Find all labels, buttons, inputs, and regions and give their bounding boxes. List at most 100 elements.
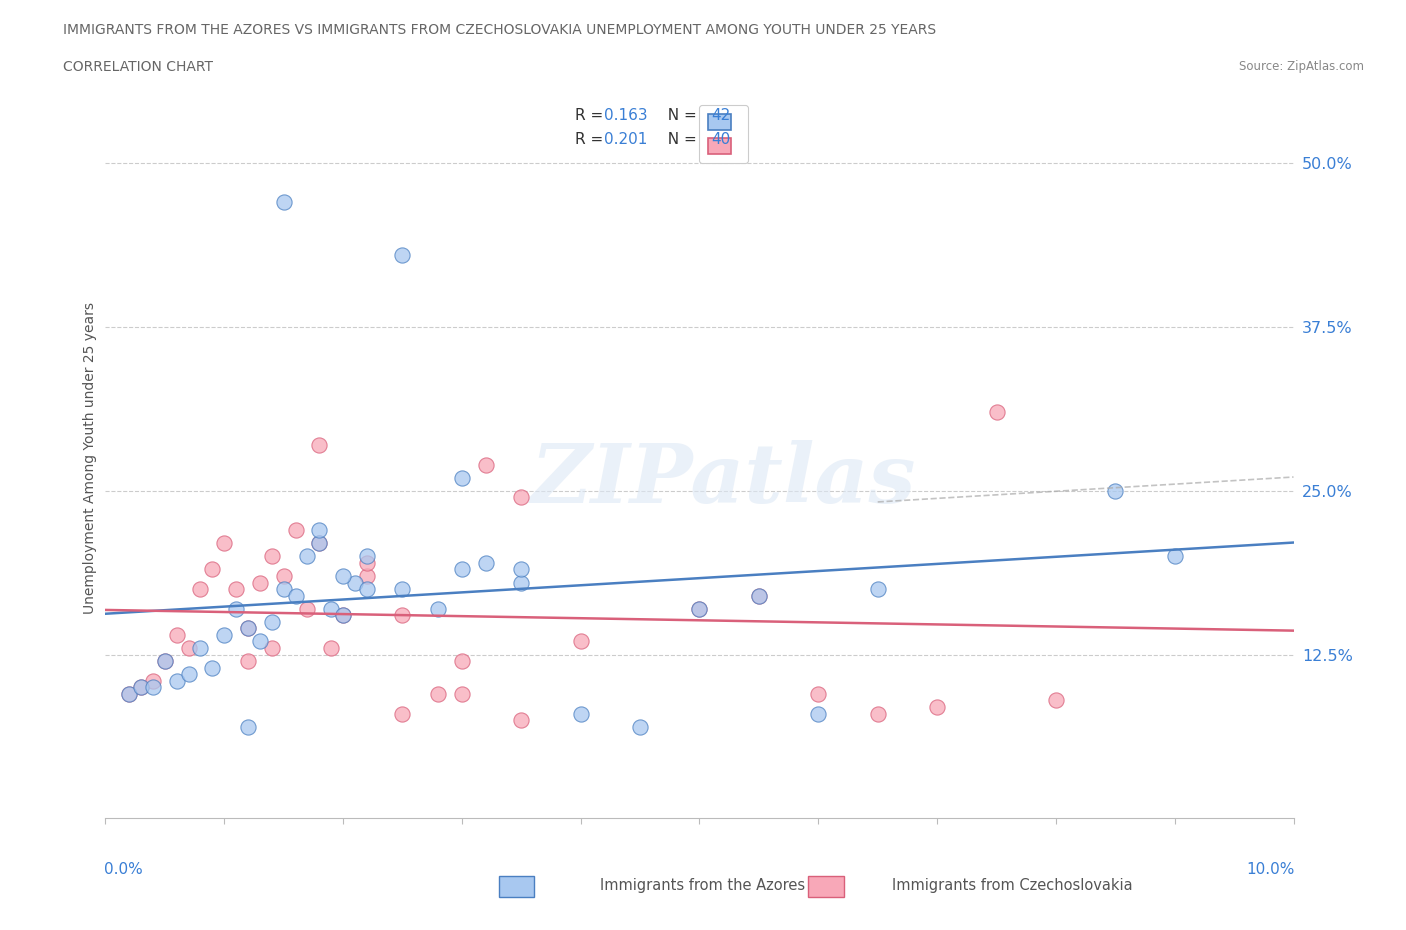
Point bbox=[260, 641, 283, 656]
Point bbox=[118, 686, 141, 701]
Point bbox=[153, 654, 176, 669]
Point bbox=[260, 549, 283, 564]
Point bbox=[356, 568, 378, 583]
Y-axis label: Unemployment Among Youth under 25 years: Unemployment Among Youth under 25 years bbox=[83, 302, 97, 614]
Text: N =: N = bbox=[658, 132, 702, 147]
Point bbox=[190, 581, 212, 596]
Point bbox=[129, 680, 152, 695]
Point bbox=[986, 405, 1008, 419]
Point bbox=[332, 608, 354, 623]
Point bbox=[1164, 549, 1187, 564]
Point bbox=[356, 555, 378, 570]
Point bbox=[236, 621, 259, 636]
Point bbox=[321, 641, 343, 656]
Point bbox=[308, 536, 330, 551]
Point bbox=[510, 575, 533, 590]
Point bbox=[260, 615, 283, 630]
Point bbox=[332, 568, 354, 583]
Text: R =: R = bbox=[575, 108, 607, 123]
Point bbox=[225, 602, 247, 617]
Text: 0.201: 0.201 bbox=[605, 132, 648, 147]
Point bbox=[284, 523, 307, 538]
Point bbox=[297, 549, 319, 564]
Point bbox=[866, 581, 889, 596]
Point bbox=[450, 471, 472, 485]
Point bbox=[284, 588, 307, 603]
Point bbox=[214, 628, 236, 643]
Point bbox=[129, 680, 152, 695]
Point bbox=[249, 575, 271, 590]
Point bbox=[474, 458, 496, 472]
Point bbox=[450, 686, 472, 701]
Text: 42: 42 bbox=[711, 108, 731, 123]
Legend: , : , bbox=[699, 105, 748, 164]
Point bbox=[1104, 484, 1126, 498]
Point bbox=[118, 686, 141, 701]
Point bbox=[474, 555, 496, 570]
Point bbox=[236, 654, 259, 669]
Point bbox=[427, 686, 450, 701]
Point bbox=[332, 608, 354, 623]
Point bbox=[273, 568, 295, 583]
Point bbox=[689, 602, 711, 617]
Point bbox=[142, 673, 165, 688]
Point bbox=[190, 641, 212, 656]
Text: 40: 40 bbox=[711, 132, 731, 147]
Point bbox=[236, 719, 259, 734]
Point bbox=[628, 719, 651, 734]
Point bbox=[308, 536, 330, 551]
Point bbox=[225, 581, 247, 596]
Text: CORRELATION CHART: CORRELATION CHART bbox=[63, 60, 214, 74]
Point bbox=[510, 712, 533, 727]
Point bbox=[510, 562, 533, 577]
Point bbox=[807, 706, 830, 721]
Text: IMMIGRANTS FROM THE AZORES VS IMMIGRANTS FROM CZECHOSLOVAKIA UNEMPLOYMENT AMONG : IMMIGRANTS FROM THE AZORES VS IMMIGRANTS… bbox=[63, 23, 936, 37]
Point bbox=[391, 247, 413, 262]
Point bbox=[748, 588, 770, 603]
Text: 10.0%: 10.0% bbox=[1246, 861, 1295, 877]
Point bbox=[142, 680, 165, 695]
Point bbox=[1045, 693, 1067, 708]
Text: 0.163: 0.163 bbox=[605, 108, 648, 123]
Point bbox=[166, 673, 188, 688]
Point bbox=[273, 195, 295, 210]
Point bbox=[569, 706, 592, 721]
Text: Immigrants from the Azores: Immigrants from the Azores bbox=[600, 878, 806, 893]
Point bbox=[927, 699, 949, 714]
Point bbox=[748, 588, 770, 603]
Point bbox=[356, 549, 378, 564]
Point bbox=[273, 581, 295, 596]
Point bbox=[427, 602, 450, 617]
Text: Source: ZipAtlas.com: Source: ZipAtlas.com bbox=[1239, 60, 1364, 73]
Point bbox=[391, 581, 413, 596]
Point bbox=[153, 654, 176, 669]
Text: 0.0%: 0.0% bbox=[104, 861, 143, 877]
Point bbox=[391, 706, 413, 721]
Point bbox=[201, 562, 224, 577]
Point bbox=[177, 641, 200, 656]
Point bbox=[807, 686, 830, 701]
Point bbox=[177, 667, 200, 682]
Text: R =: R = bbox=[575, 132, 607, 147]
Point bbox=[689, 602, 711, 617]
Point bbox=[569, 634, 592, 649]
Point bbox=[391, 608, 413, 623]
Point bbox=[297, 602, 319, 617]
Point bbox=[308, 523, 330, 538]
Point bbox=[249, 634, 271, 649]
Point bbox=[356, 581, 378, 596]
Point bbox=[214, 536, 236, 551]
Point bbox=[450, 654, 472, 669]
Point bbox=[343, 575, 366, 590]
Text: Immigrants from Czechoslovakia: Immigrants from Czechoslovakia bbox=[891, 878, 1133, 893]
Point bbox=[510, 490, 533, 505]
Point bbox=[308, 437, 330, 452]
Point bbox=[201, 660, 224, 675]
Text: N =: N = bbox=[658, 108, 702, 123]
Point bbox=[866, 706, 889, 721]
Point bbox=[236, 621, 259, 636]
Point bbox=[450, 562, 472, 577]
Text: ZIPatlas: ZIPatlas bbox=[530, 440, 915, 520]
Point bbox=[166, 628, 188, 643]
Point bbox=[321, 602, 343, 617]
